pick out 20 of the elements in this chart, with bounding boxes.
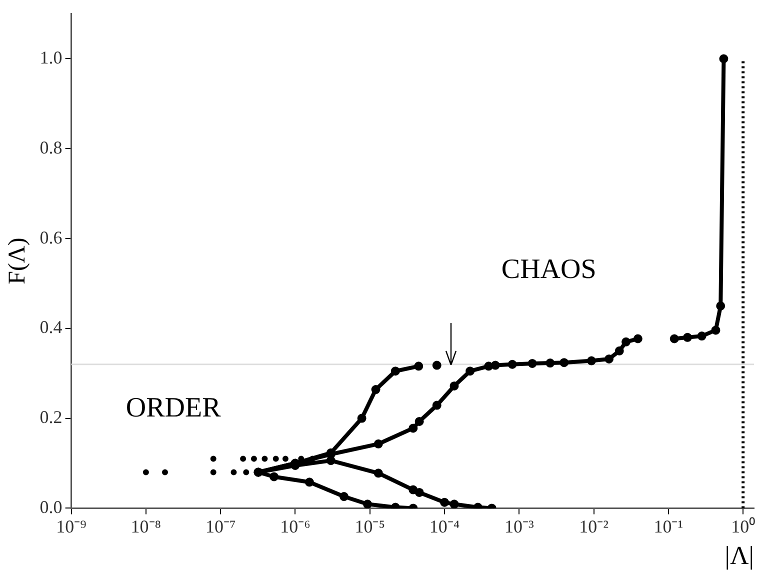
x-tick-label: 10⁻⁷ (205, 516, 236, 537)
x-tick-label: 10⁻⁴ (429, 516, 460, 537)
y-tick-label: 1.0 (40, 47, 62, 68)
x-tick-label: 10⁻⁵ (354, 516, 386, 537)
y-tick-label: 0.4 (40, 317, 62, 338)
x-tick-label: 10⁻⁸ (130, 516, 162, 537)
y-axis-title: F(Λ) (4, 238, 31, 284)
x-tick-label: 10⁻³ (504, 516, 534, 537)
x-tick-label: 10⁻¹ (654, 516, 684, 537)
annotation: CHAOS (501, 254, 596, 286)
y-tick-label: 0.0 (40, 496, 62, 517)
x-tick-label: 10⁻⁹ (56, 516, 86, 537)
y-tick-label: 0.8 (40, 137, 62, 158)
x-tick-label: 10⁻² (579, 516, 609, 537)
y-tick-label: 0.2 (40, 407, 62, 428)
x-tick-label: 10⁻⁶ (280, 516, 310, 537)
x-tick-label: 10⁰ (731, 516, 756, 537)
x-axis-title: |Λ| (724, 541, 754, 570)
y-tick-label: 0.6 (40, 227, 62, 248)
annotation: ORDER (126, 392, 222, 424)
